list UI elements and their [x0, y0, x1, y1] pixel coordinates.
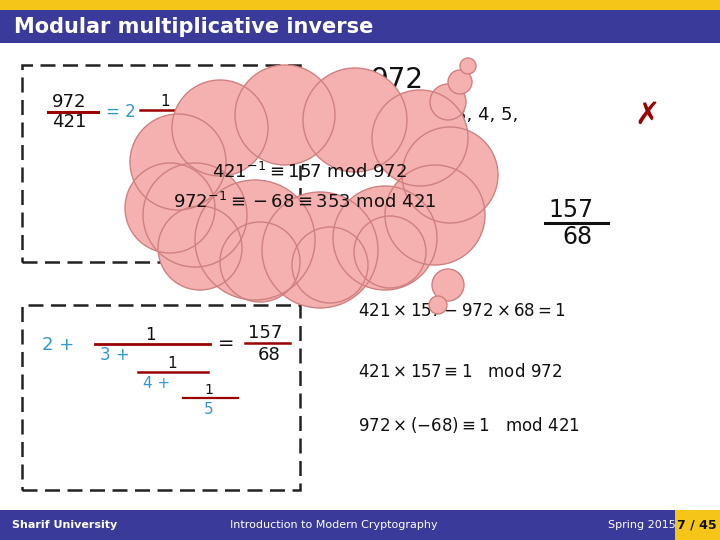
- Circle shape: [195, 180, 315, 300]
- Text: 1: 1: [160, 94, 170, 110]
- Circle shape: [292, 227, 368, 303]
- Text: ·: ·: [158, 160, 164, 179]
- FancyBboxPatch shape: [0, 0, 720, 10]
- Text: 1: 1: [145, 326, 156, 344]
- Circle shape: [303, 68, 407, 172]
- Text: $421^{-1} \equiv 157\ \mathrm{mod}\ 972$: $421^{-1} \equiv 157\ \mathrm{mod}\ 972$: [212, 162, 408, 182]
- Text: 2 +: 2 +: [42, 336, 74, 354]
- Text: 68: 68: [562, 225, 592, 249]
- Circle shape: [354, 216, 426, 288]
- Text: ·: ·: [158, 191, 164, 210]
- FancyBboxPatch shape: [22, 65, 300, 262]
- Text: ✗: ✗: [634, 100, 660, 130]
- Circle shape: [432, 269, 464, 301]
- Text: $972^{-1} \equiv -68 \equiv 353\ \mathrm{mod}\ 421$: $972^{-1} \equiv -68 \equiv 353\ \mathrm…: [174, 192, 437, 212]
- Text: ·: ·: [158, 176, 164, 194]
- Text: Modular multiplicative inverse: Modular multiplicative inverse: [14, 17, 374, 37]
- Circle shape: [262, 192, 378, 308]
- Circle shape: [130, 114, 226, 210]
- Circle shape: [460, 58, 476, 74]
- Text: Sharif University: Sharif University: [12, 520, 117, 530]
- Text: 972: 972: [52, 93, 86, 111]
- Circle shape: [172, 80, 268, 176]
- Circle shape: [125, 163, 215, 253]
- Text: 68: 68: [258, 346, 281, 364]
- Circle shape: [143, 163, 247, 267]
- Circle shape: [430, 84, 466, 120]
- Text: = 2: = 2: [106, 103, 136, 121]
- Circle shape: [235, 65, 335, 165]
- Text: =: =: [218, 334, 235, 354]
- Text: 1: 1: [204, 383, 213, 397]
- Circle shape: [402, 127, 498, 223]
- Circle shape: [385, 165, 485, 265]
- Text: Spring 2015: Spring 2015: [608, 520, 676, 530]
- Text: $421 \times 157 \equiv 1 \quad \mathrm{mod}\ 972$: $421 \times 157 \equiv 1 \quad \mathrm{m…: [358, 363, 562, 381]
- Text: [2, 3, 4, 5,: [2, 3, 4, 5,: [425, 106, 518, 124]
- Circle shape: [333, 186, 437, 290]
- FancyBboxPatch shape: [0, 10, 720, 43]
- FancyBboxPatch shape: [675, 510, 720, 540]
- Text: 5: 5: [204, 402, 214, 417]
- Text: 4 +: 4 +: [143, 375, 170, 390]
- Circle shape: [372, 90, 468, 186]
- Text: $421 \times 157 - 972 \times 68 = 1$: $421 \times 157 - 972 \times 68 = 1$: [358, 303, 566, 321]
- Circle shape: [429, 296, 447, 314]
- FancyBboxPatch shape: [0, 510, 720, 540]
- Text: 7 / 45: 7 / 45: [678, 518, 717, 531]
- Text: 1: 1: [167, 355, 177, 370]
- Text: 157: 157: [248, 324, 282, 342]
- Text: 157: 157: [548, 198, 593, 222]
- Circle shape: [220, 222, 300, 302]
- Text: $972 \times (-68) \equiv 1 \quad \mathrm{mod}\ 421$: $972 \times (-68) \equiv 1 \quad \mathrm…: [358, 415, 580, 435]
- Circle shape: [158, 206, 242, 290]
- Circle shape: [448, 70, 472, 94]
- FancyBboxPatch shape: [22, 305, 300, 490]
- Text: Introduction to Modern Cryptography: Introduction to Modern Cryptography: [230, 520, 438, 530]
- Text: 421: 421: [52, 113, 86, 131]
- Text: 3 +: 3 +: [100, 346, 130, 364]
- Text: 972: 972: [370, 66, 423, 94]
